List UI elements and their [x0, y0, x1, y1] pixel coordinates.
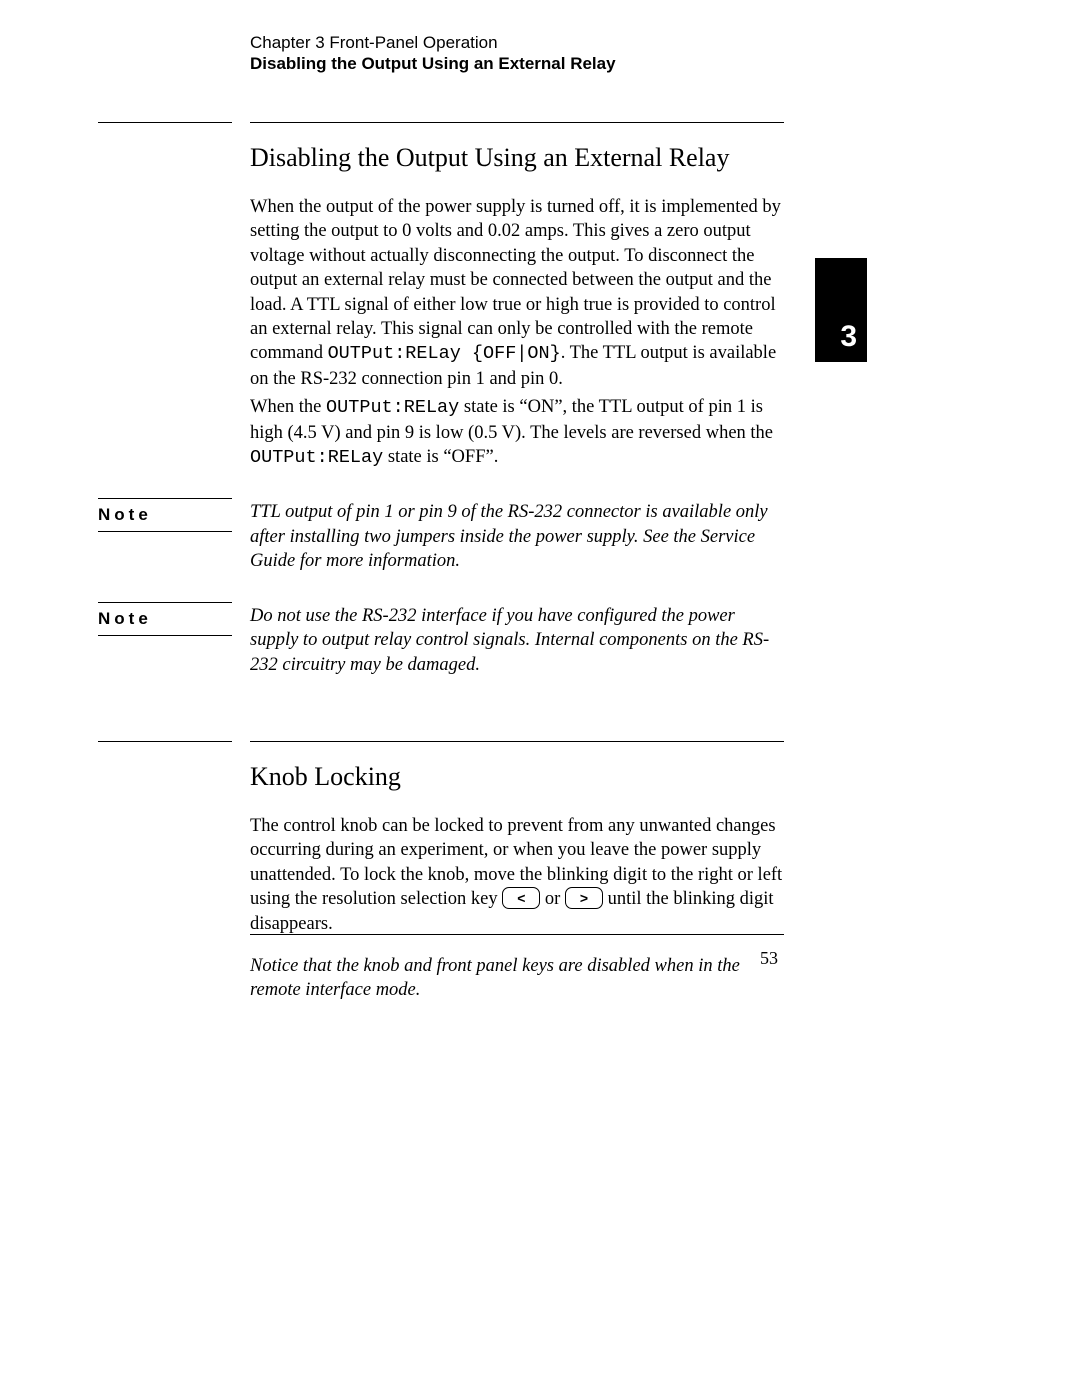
section-heading: Disabling the Output Using an External R… [250, 143, 784, 173]
note1-label: Note [98, 499, 232, 531]
key-left-icon: < [502, 887, 540, 909]
section1-p2-text-c: state is “OFF”. [383, 447, 498, 467]
section-top-rule [98, 122, 784, 123]
note-block-1: Note TTL output of pin 1 or pin 9 of the… [98, 498, 784, 573]
section2-top-rule-left [98, 741, 232, 742]
section2-top-rule-right [250, 741, 784, 742]
running-header: Chapter 3 Front-Panel Operation Disablin… [250, 32, 616, 75]
note2-rule-bottom [98, 635, 232, 636]
note1-text: TTL output of pin 1 or pin 9 of the RS-2… [250, 498, 784, 573]
section1-paragraph2: When the OUTPut:RELay state is “ON”, the… [250, 395, 784, 470]
running-header-section-line: Disabling the Output Using an External R… [250, 53, 616, 74]
key-right-icon: > [565, 887, 603, 909]
note2-text: Do not use the RS-232 interface if you h… [250, 602, 784, 677]
section2-remote-notice: Notice that the knob and front panel key… [250, 954, 784, 1003]
section1-paragraph1: When the output of the power supply is t… [250, 195, 784, 391]
content-area: Disabling the Output Using an External R… [98, 122, 784, 1021]
section2-top-rule [98, 741, 784, 742]
section1-p1-code1: OUTPut:RELay {OFF|ON} [328, 343, 561, 364]
section1-p1-text-a: When the output of the power supply is t… [250, 197, 781, 363]
section2-paragraph1: The control knob can be locked to preven… [250, 814, 784, 936]
section1-p2-text-a: When the [250, 397, 326, 417]
footer-rule [250, 934, 784, 935]
section-top-rule-right [250, 122, 784, 123]
page-number: 53 [760, 948, 778, 969]
note2-label: Note [98, 603, 232, 635]
note1-gap [232, 498, 250, 573]
section-external-relay: Disabling the Output Using an External R… [250, 143, 784, 470]
running-header-chapter-line: Chapter 3 Front-Panel Operation [250, 32, 616, 53]
note2-label-column: Note [98, 602, 232, 677]
chapter-tab-number: 3 [840, 320, 857, 354]
note1-rule-bottom [98, 531, 232, 532]
section2-heading: Knob Locking [250, 762, 784, 792]
note2-gap [232, 602, 250, 677]
manual-page: Chapter 3 Front-Panel Operation Disablin… [0, 0, 1080, 1397]
section2-p1-text-b: or [540, 889, 565, 909]
note-block-2: Note Do not use the RS-232 interface if … [98, 602, 784, 677]
chapter-tab: 3 [815, 258, 867, 362]
section1-p2-code2: OUTPut:RELay [250, 447, 383, 468]
section-top-rule-left [98, 122, 232, 123]
section1-p2-code1: OUTPut:RELay [326, 397, 459, 418]
note1-label-column: Note [98, 498, 232, 573]
section-knob-locking: Knob Locking The control knob can be loc… [250, 762, 784, 1003]
